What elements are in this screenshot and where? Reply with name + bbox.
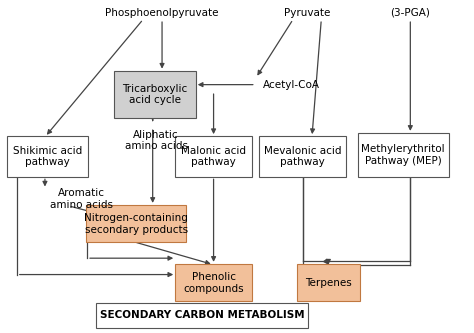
Text: Aliphatic
amino acids: Aliphatic amino acids bbox=[125, 130, 188, 151]
Text: (3-PGA): (3-PGA) bbox=[391, 8, 430, 18]
Text: Shikimic acid
pathway: Shikimic acid pathway bbox=[13, 146, 82, 167]
FancyBboxPatch shape bbox=[358, 133, 449, 177]
Text: Terpenes: Terpenes bbox=[305, 278, 352, 288]
Text: Aromatic
amino acids: Aromatic amino acids bbox=[50, 188, 113, 210]
FancyBboxPatch shape bbox=[114, 71, 196, 118]
Text: Nitrogen-containing
secondary products: Nitrogen-containing secondary products bbox=[84, 213, 188, 235]
Text: Malonic acid
pathway: Malonic acid pathway bbox=[181, 146, 246, 167]
FancyBboxPatch shape bbox=[175, 137, 252, 177]
FancyBboxPatch shape bbox=[297, 264, 360, 301]
Text: Methylerythritol
Pathway (MEP): Methylerythritol Pathway (MEP) bbox=[362, 144, 445, 166]
Text: Acetyl-CoA: Acetyl-CoA bbox=[263, 80, 320, 90]
Text: Tricarboxylic
acid cycle: Tricarboxylic acid cycle bbox=[122, 84, 188, 105]
FancyBboxPatch shape bbox=[175, 264, 252, 301]
FancyBboxPatch shape bbox=[7, 137, 88, 177]
Text: Phosphoenolpyruvate: Phosphoenolpyruvate bbox=[105, 8, 219, 18]
Text: Phenolic
compounds: Phenolic compounds bbox=[183, 272, 244, 294]
Text: Mevalonic acid
pathway: Mevalonic acid pathway bbox=[264, 146, 341, 167]
Text: SECONDARY CARBON METABOLISM: SECONDARY CARBON METABOLISM bbox=[100, 310, 304, 320]
FancyBboxPatch shape bbox=[96, 303, 308, 328]
FancyBboxPatch shape bbox=[259, 137, 346, 177]
Text: Pyruvate: Pyruvate bbox=[284, 8, 330, 18]
FancyBboxPatch shape bbox=[86, 205, 186, 242]
